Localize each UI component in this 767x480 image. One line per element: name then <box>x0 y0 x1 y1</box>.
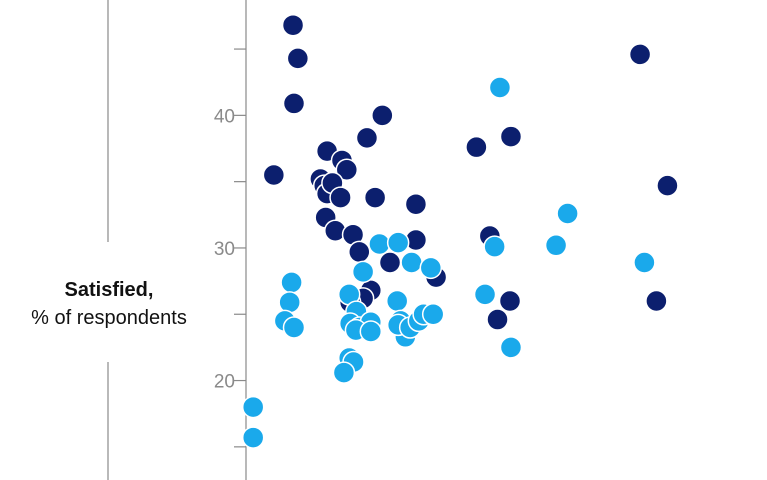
y-tick-label: 30 <box>214 239 235 260</box>
y-axis-ticks: 20 30 40 <box>214 48 246 448</box>
y-tick-label: 40 <box>214 106 235 127</box>
data-point-dark <box>262 163 286 187</box>
data-point-light <box>351 260 375 284</box>
data-point-light <box>421 303 445 326</box>
data-point-dark <box>348 240 371 264</box>
data-point-light <box>385 289 409 313</box>
data-point-dark <box>378 251 402 274</box>
data-point-dark <box>645 289 668 313</box>
data-point-light <box>400 251 423 274</box>
data-point-dark <box>329 186 352 209</box>
data-point-light <box>368 232 391 256</box>
data-point-dark <box>286 47 310 70</box>
data-point-light <box>280 271 303 294</box>
data-point-dark <box>628 43 652 66</box>
data-point-light <box>544 234 568 257</box>
data-point-dark <box>465 135 488 159</box>
data-point-light <box>499 336 523 359</box>
data-point-light <box>419 256 443 280</box>
data-point-light <box>241 395 265 419</box>
data-point-light <box>282 316 306 339</box>
y-axis-title-unit: % of respondents <box>31 307 187 329</box>
data-point-light <box>278 291 301 314</box>
data-point-dark <box>335 158 359 181</box>
data-point-dark <box>498 289 522 313</box>
data-point-light <box>556 202 579 225</box>
data-point-dark <box>404 192 428 216</box>
data-point-dark <box>281 13 305 37</box>
data-point-dark <box>499 125 523 148</box>
data-points <box>241 13 679 449</box>
y-axis-title-bold: Satisfied, <box>64 279 154 301</box>
data-point-light <box>633 251 656 274</box>
data-point-light <box>488 76 512 99</box>
data-point-light <box>332 361 356 384</box>
data-point-light <box>359 320 383 343</box>
data-point-dark <box>486 308 509 331</box>
data-point-dark <box>656 174 679 197</box>
data-point-light <box>241 426 265 449</box>
data-point-dark <box>371 104 394 127</box>
data-point-dark <box>363 186 387 209</box>
y-tick-label: 20 <box>214 372 235 393</box>
data-point-light <box>483 235 506 258</box>
data-point-light <box>386 231 410 254</box>
data-point-dark <box>282 92 306 115</box>
y-axis-title: Satisfied, % of respondents <box>0 276 218 332</box>
data-point-dark <box>355 126 379 150</box>
data-point-light <box>473 283 497 306</box>
